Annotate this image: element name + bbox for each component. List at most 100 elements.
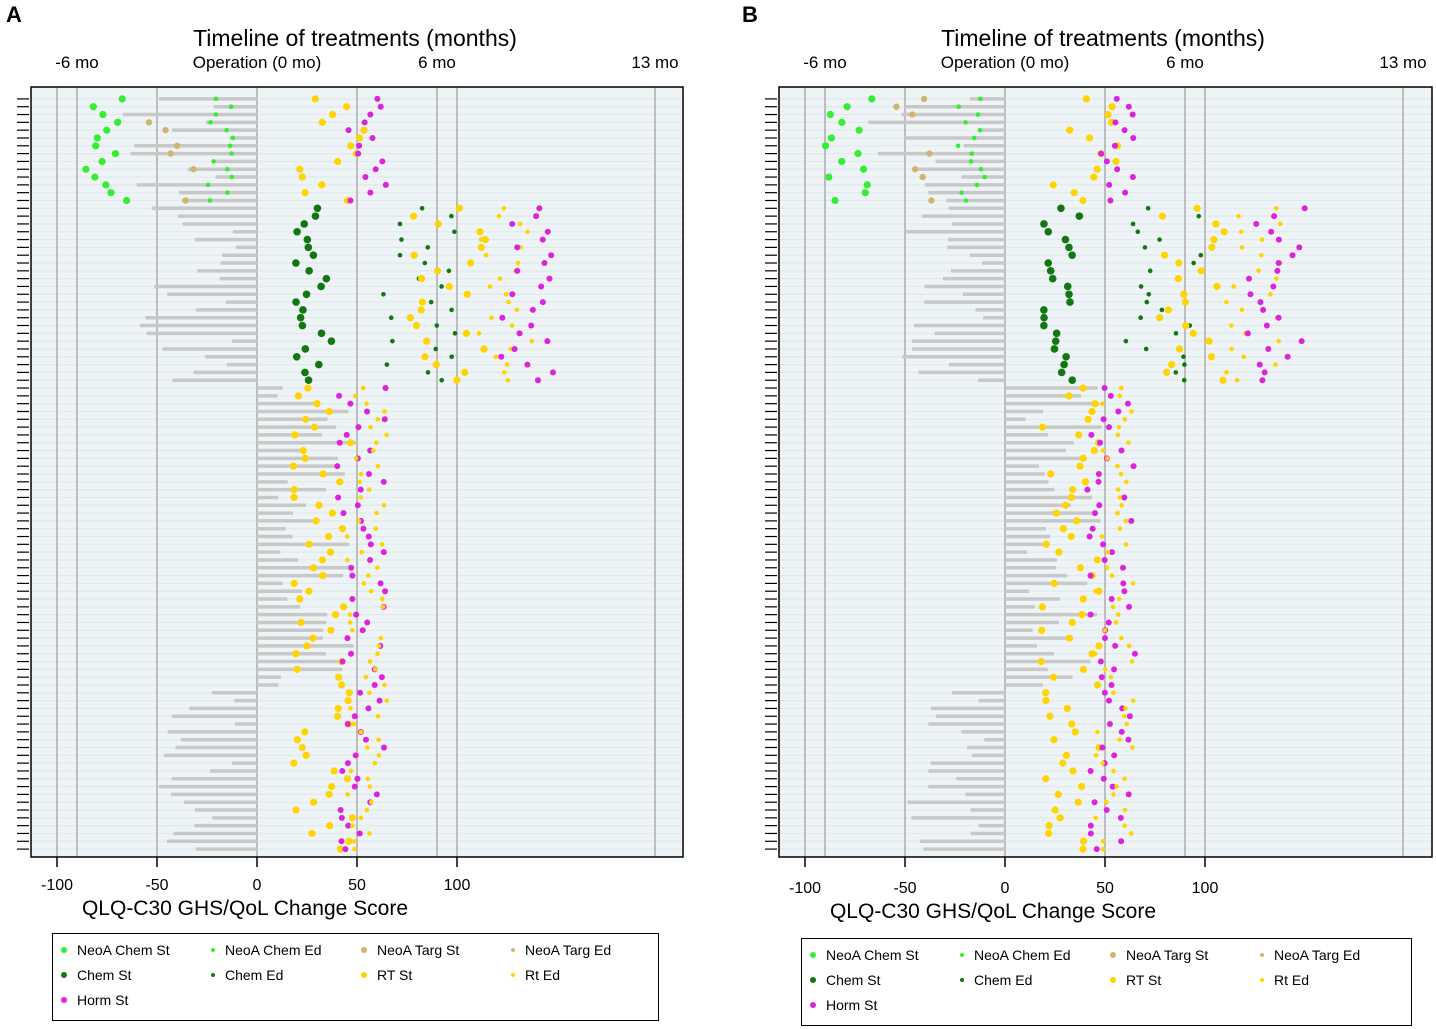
- rt-end-point: [364, 401, 369, 406]
- rt-end-point: [1104, 456, 1110, 461]
- rt-end-point: [525, 229, 530, 235]
- legend-swatch: [810, 952, 816, 958]
- rt-start-point: [1189, 329, 1197, 337]
- legend-swatch: [1110, 977, 1116, 983]
- horm-start-point: [1274, 267, 1281, 274]
- horm-start-point: [344, 760, 351, 767]
- rt-end-point: [1093, 753, 1099, 758]
- chem-end-point: [1181, 354, 1186, 360]
- chem-start-point: [1057, 368, 1066, 377]
- horm-start-point: [1253, 220, 1260, 227]
- horm-start-point: [1247, 291, 1254, 298]
- horm-start-point: [378, 674, 385, 681]
- chem-start-point: [309, 251, 318, 259]
- rt-start-point: [290, 759, 298, 767]
- chem-end-point: [1181, 377, 1187, 383]
- rt-end-point: [1124, 479, 1129, 485]
- rt-start-point: [1056, 814, 1064, 822]
- legend-label: Chem St: [826, 972, 881, 988]
- rt-end-point: [1123, 518, 1129, 524]
- rt-start-point: [1208, 243, 1216, 251]
- rt-start-point: [336, 845, 344, 853]
- horm-start-point: [1126, 603, 1133, 610]
- x-tick-label: 100: [444, 877, 471, 894]
- horm-start-point: [356, 830, 363, 837]
- chem-end-point: [452, 229, 457, 235]
- rt-start-point: [298, 173, 306, 181]
- panel-label: B: [742, 2, 758, 27]
- rt-start-point: [1050, 736, 1058, 744]
- horm-start-point: [509, 291, 516, 298]
- horm-start-point: [1120, 580, 1127, 587]
- horm-start-point: [357, 689, 364, 696]
- horm-start-point: [357, 486, 364, 493]
- legend-item: Rt Ed: [511, 967, 560, 983]
- chem-start-point: [301, 345, 310, 353]
- rt-start-point: [418, 298, 426, 306]
- legend-label: Horm St: [826, 997, 878, 1013]
- rt-end-point: [1110, 690, 1116, 696]
- x-tick-label: 0: [1001, 880, 1010, 897]
- legend-item: Rt Ed: [1260, 972, 1309, 988]
- rt-start-point: [360, 126, 368, 134]
- legend-item: NeoA Targ St: [1110, 947, 1208, 963]
- horm-start-point: [365, 471, 372, 477]
- chem-start-point: [1050, 345, 1059, 353]
- horm-start-point: [1245, 275, 1252, 282]
- rt-start-point: [343, 775, 352, 783]
- chem-end-point: [397, 252, 403, 258]
- horm-start-point: [377, 580, 384, 587]
- rt-end-point: [502, 370, 507, 375]
- chem-start-point: [292, 298, 300, 306]
- chem-start-point: [1044, 259, 1053, 267]
- rt-end-point: [351, 838, 357, 844]
- legend-item: NeoA Targ Ed: [1260, 947, 1360, 963]
- horm-start-point: [364, 619, 371, 626]
- horm-start-point: [539, 299, 546, 306]
- neoa-chem-start-point: [92, 142, 100, 150]
- rt-start-point: [1059, 525, 1067, 533]
- rt-start-point: [1076, 462, 1084, 470]
- horm-start-point: [347, 650, 354, 657]
- rt-end-point: [1095, 729, 1100, 735]
- rt-end-point: [366, 487, 372, 492]
- neoa-chem-end-point: [963, 120, 968, 125]
- horm-start-point: [380, 744, 387, 751]
- horm-start-point: [359, 627, 366, 634]
- rt-end-point: [1122, 807, 1128, 813]
- rt-start-point: [312, 517, 320, 525]
- rt-start-point: [1088, 650, 1096, 658]
- rt-end-point: [380, 604, 386, 610]
- rt-start-point: [1193, 204, 1201, 212]
- rt-start-point: [330, 767, 338, 775]
- horm-start-point: [1106, 697, 1113, 704]
- rt-end-point: [1122, 416, 1128, 422]
- rt-start-point: [467, 259, 475, 267]
- neoa-chem-end-point: [971, 135, 977, 141]
- rt-end-point: [1102, 667, 1108, 672]
- neoa-chem-end-point: [229, 174, 235, 180]
- chem-start-point: [1052, 329, 1061, 338]
- horm-start-point: [354, 502, 361, 509]
- rt-end-point: [357, 479, 363, 485]
- x-tick-label: -100: [41, 877, 73, 894]
- neoa-targ-start-point: [893, 103, 900, 110]
- chem-end-point: [1143, 346, 1149, 352]
- rt-start-point: [318, 181, 326, 189]
- neoa-chem-start-point: [111, 150, 120, 158]
- chem-end-point: [428, 299, 434, 305]
- horm-start-point: [1108, 681, 1115, 688]
- rt-start-point: [463, 290, 471, 298]
- horm-start-point: [380, 478, 387, 485]
- horm-start-point: [1088, 431, 1095, 438]
- rt-start-point: [1205, 337, 1213, 345]
- rt-start-point: [1045, 829, 1053, 838]
- rt-start-point: [1079, 665, 1088, 673]
- rt-start-point: [1158, 212, 1166, 220]
- rt-end-point: [376, 753, 382, 758]
- rt-end-point: [1126, 643, 1132, 649]
- rt-end-point: [353, 456, 359, 461]
- chem-start-point: [1044, 227, 1053, 236]
- neoa-targ-start-point: [162, 126, 169, 134]
- horm-start-point: [1128, 517, 1135, 524]
